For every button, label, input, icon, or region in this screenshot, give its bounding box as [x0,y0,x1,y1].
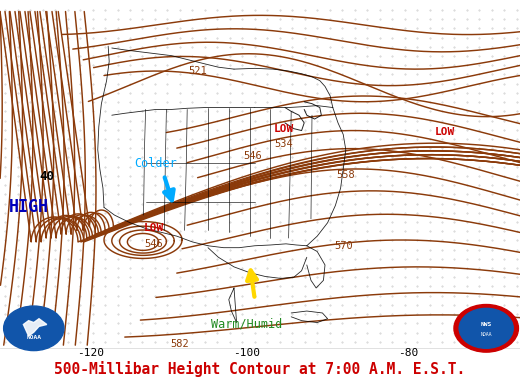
Text: LOW: LOW [274,124,293,134]
Circle shape [459,308,513,348]
Text: Warm/Humid: Warm/Humid [211,318,283,331]
Text: -100: -100 [233,348,261,358]
Circle shape [454,305,518,352]
Text: 546: 546 [243,151,262,161]
Text: 582: 582 [170,339,189,349]
Text: -120: -120 [77,348,105,358]
Text: 40: 40 [40,170,54,183]
Polygon shape [23,319,47,336]
Text: 558: 558 [336,170,355,180]
Text: NOAA: NOAA [27,335,41,341]
Text: LOW: LOW [144,223,163,233]
Text: 570: 570 [334,241,353,251]
Text: LOW: LOW [435,127,454,137]
Text: 534: 534 [274,139,293,149]
Text: NWS: NWS [480,322,492,327]
Text: 546: 546 [144,239,163,249]
Circle shape [4,306,64,351]
Text: NOAA: NOAA [480,331,492,337]
Text: -80: -80 [398,348,418,358]
Text: Colder: Colder [135,157,177,170]
Text: 521: 521 [188,66,207,76]
Text: 500-Millibar Height Contour at 7:00 A.M. E.S.T.: 500-Millibar Height Contour at 7:00 A.M.… [55,361,465,377]
Text: HIGH: HIGH [9,199,48,216]
